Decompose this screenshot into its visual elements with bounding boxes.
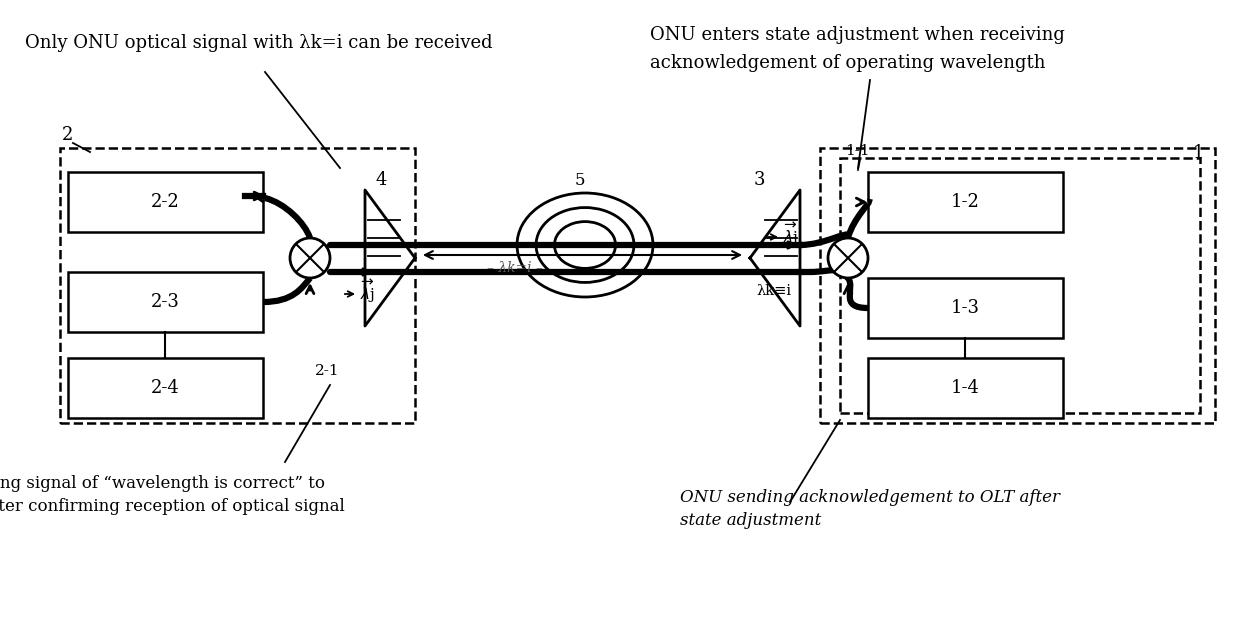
FancyBboxPatch shape bbox=[68, 272, 263, 332]
Text: 1: 1 bbox=[1193, 144, 1204, 162]
Text: 2-1: 2-1 bbox=[315, 364, 340, 378]
FancyBboxPatch shape bbox=[68, 358, 263, 418]
Text: ONU after confirming reception of optical signal: ONU after confirming reception of optica… bbox=[0, 498, 345, 515]
Text: Only ONU optical signal with λk=i can be received: Only ONU optical signal with λk=i can be… bbox=[25, 34, 492, 52]
Text: $\overrightarrow{\lambda}$j: $\overrightarrow{\lambda}$j bbox=[782, 221, 799, 248]
Text: acknowledgement of operating wavelength: acknowledgement of operating wavelength bbox=[650, 54, 1045, 72]
Text: 2-3: 2-3 bbox=[151, 293, 180, 311]
Text: ONU sending acknowledgement to OLT after: ONU sending acknowledgement to OLT after bbox=[680, 489, 1060, 506]
Text: 1-4: 1-4 bbox=[951, 379, 980, 397]
Text: 2-2: 2-2 bbox=[151, 193, 180, 211]
Circle shape bbox=[290, 238, 330, 278]
Text: 4: 4 bbox=[376, 171, 387, 189]
FancyBboxPatch shape bbox=[868, 358, 1063, 418]
Circle shape bbox=[828, 238, 868, 278]
Text: state adjustment: state adjustment bbox=[680, 512, 821, 529]
Text: λk≡i: λk≡i bbox=[756, 284, 791, 298]
Text: – λk=i –: – λk=i – bbox=[487, 261, 543, 275]
Text: ONU enters state adjustment when receiving: ONU enters state adjustment when receivi… bbox=[650, 26, 1065, 44]
Text: 1-3: 1-3 bbox=[951, 299, 980, 317]
Text: 1-1: 1-1 bbox=[844, 144, 869, 158]
Text: 5: 5 bbox=[575, 172, 585, 189]
FancyBboxPatch shape bbox=[868, 172, 1063, 232]
Text: $\overrightarrow{\lambda}$j: $\overrightarrow{\lambda}$j bbox=[360, 278, 374, 305]
FancyBboxPatch shape bbox=[868, 278, 1063, 338]
FancyBboxPatch shape bbox=[68, 172, 263, 232]
Text: sending signal of “wavelength is correct” to: sending signal of “wavelength is correct… bbox=[0, 475, 325, 492]
Text: 3: 3 bbox=[754, 171, 765, 189]
Text: 2: 2 bbox=[62, 126, 73, 144]
Text: 1-2: 1-2 bbox=[951, 193, 980, 211]
Text: 2-4: 2-4 bbox=[151, 379, 180, 397]
